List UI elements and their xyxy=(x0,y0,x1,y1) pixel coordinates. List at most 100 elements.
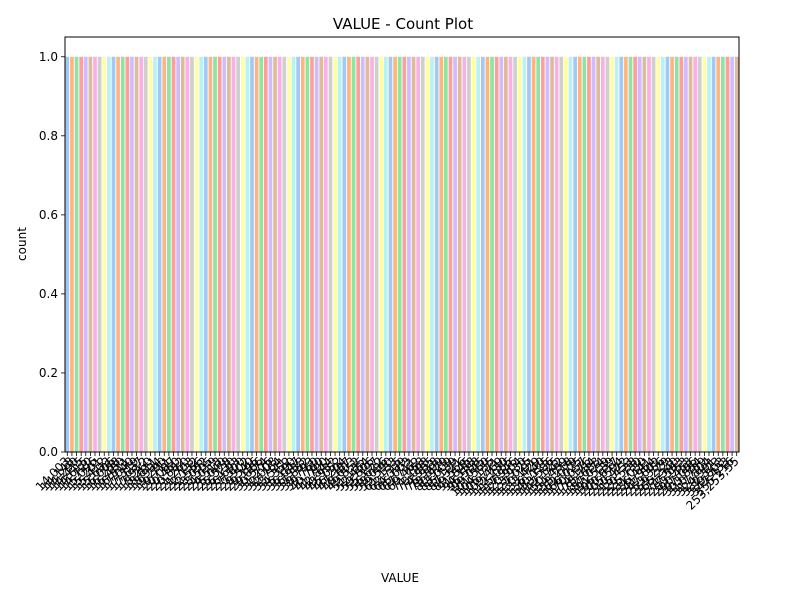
bar xyxy=(319,56,324,452)
bar xyxy=(176,56,180,452)
bar xyxy=(619,56,624,452)
bar xyxy=(199,56,204,452)
bar xyxy=(153,56,157,452)
bar xyxy=(227,56,231,452)
bar xyxy=(536,56,541,452)
bar xyxy=(522,56,527,452)
bar xyxy=(296,56,300,452)
bar xyxy=(462,56,467,452)
bar xyxy=(143,56,148,452)
bar xyxy=(93,56,97,452)
bar xyxy=(167,56,171,452)
bar xyxy=(480,56,485,452)
bar xyxy=(310,56,314,452)
bar xyxy=(416,56,420,452)
bar xyxy=(702,56,707,452)
bar xyxy=(697,56,702,452)
y-tick-label: 0.2 xyxy=(39,366,58,380)
bar xyxy=(356,56,360,452)
bar xyxy=(707,56,711,452)
bar xyxy=(725,56,730,452)
bar xyxy=(139,56,144,452)
bar xyxy=(591,56,596,452)
bar xyxy=(79,56,83,452)
bar xyxy=(425,56,430,452)
bar xyxy=(65,56,70,452)
bar xyxy=(120,56,125,452)
bar xyxy=(379,56,384,452)
bar xyxy=(568,56,573,452)
bar xyxy=(471,56,476,452)
bar xyxy=(217,56,222,452)
bar xyxy=(374,56,379,452)
bar xyxy=(365,56,370,452)
bar xyxy=(116,56,120,452)
bar xyxy=(291,56,296,452)
bar xyxy=(393,56,397,452)
bar xyxy=(527,56,531,452)
bar xyxy=(485,56,490,452)
bar xyxy=(250,56,254,452)
bar xyxy=(647,56,651,452)
bar xyxy=(397,56,402,452)
bar xyxy=(554,56,559,452)
bar xyxy=(564,56,568,452)
bar xyxy=(734,56,739,452)
bar xyxy=(231,56,236,452)
bar xyxy=(605,56,610,452)
bar xyxy=(88,56,93,452)
bar xyxy=(420,56,425,452)
bar xyxy=(582,56,587,452)
bar xyxy=(263,56,268,452)
bar xyxy=(624,56,628,452)
bar xyxy=(305,56,310,452)
bar xyxy=(407,56,411,452)
bar xyxy=(508,56,513,452)
bar xyxy=(203,56,208,452)
bar xyxy=(190,56,194,452)
y-tick-label: 0.4 xyxy=(39,287,58,301)
bar xyxy=(716,56,721,452)
chart-title: VALUE - Count Plot xyxy=(333,15,473,33)
bar xyxy=(587,56,591,452)
bar-group xyxy=(65,56,739,452)
bar xyxy=(171,56,176,452)
bar xyxy=(277,56,282,452)
plot-frame xyxy=(64,36,740,453)
y-axis-label: count xyxy=(15,227,29,261)
y-tick-label: 0.6 xyxy=(39,208,58,222)
bar xyxy=(328,56,333,452)
bar xyxy=(342,56,347,452)
bar xyxy=(628,56,633,452)
bar xyxy=(642,56,647,452)
bar xyxy=(370,56,374,452)
bar xyxy=(287,56,291,452)
bar xyxy=(656,56,661,452)
bar xyxy=(213,56,217,452)
bar xyxy=(559,56,564,452)
bar xyxy=(102,56,107,452)
bar xyxy=(531,56,536,452)
bar xyxy=(610,56,614,452)
x-axis: 14,00314,14814,29014,41514,61514,72015,0… xyxy=(33,452,742,513)
bar xyxy=(494,56,499,452)
bar xyxy=(600,56,605,452)
bar xyxy=(679,56,684,452)
x-axis-label: VALUE xyxy=(381,571,419,585)
bar xyxy=(448,56,453,452)
bar xyxy=(254,56,259,452)
bar xyxy=(111,56,116,452)
bar xyxy=(130,56,134,452)
bar xyxy=(259,56,264,452)
bar xyxy=(596,56,601,452)
bar xyxy=(107,56,111,452)
bar xyxy=(550,56,554,452)
bar xyxy=(240,56,245,452)
bar xyxy=(637,56,642,452)
bar xyxy=(333,56,337,452)
bar xyxy=(83,56,88,452)
bar xyxy=(577,56,582,452)
bar xyxy=(499,56,504,452)
bar xyxy=(670,56,674,452)
y-tick-label: 0.8 xyxy=(39,129,58,143)
